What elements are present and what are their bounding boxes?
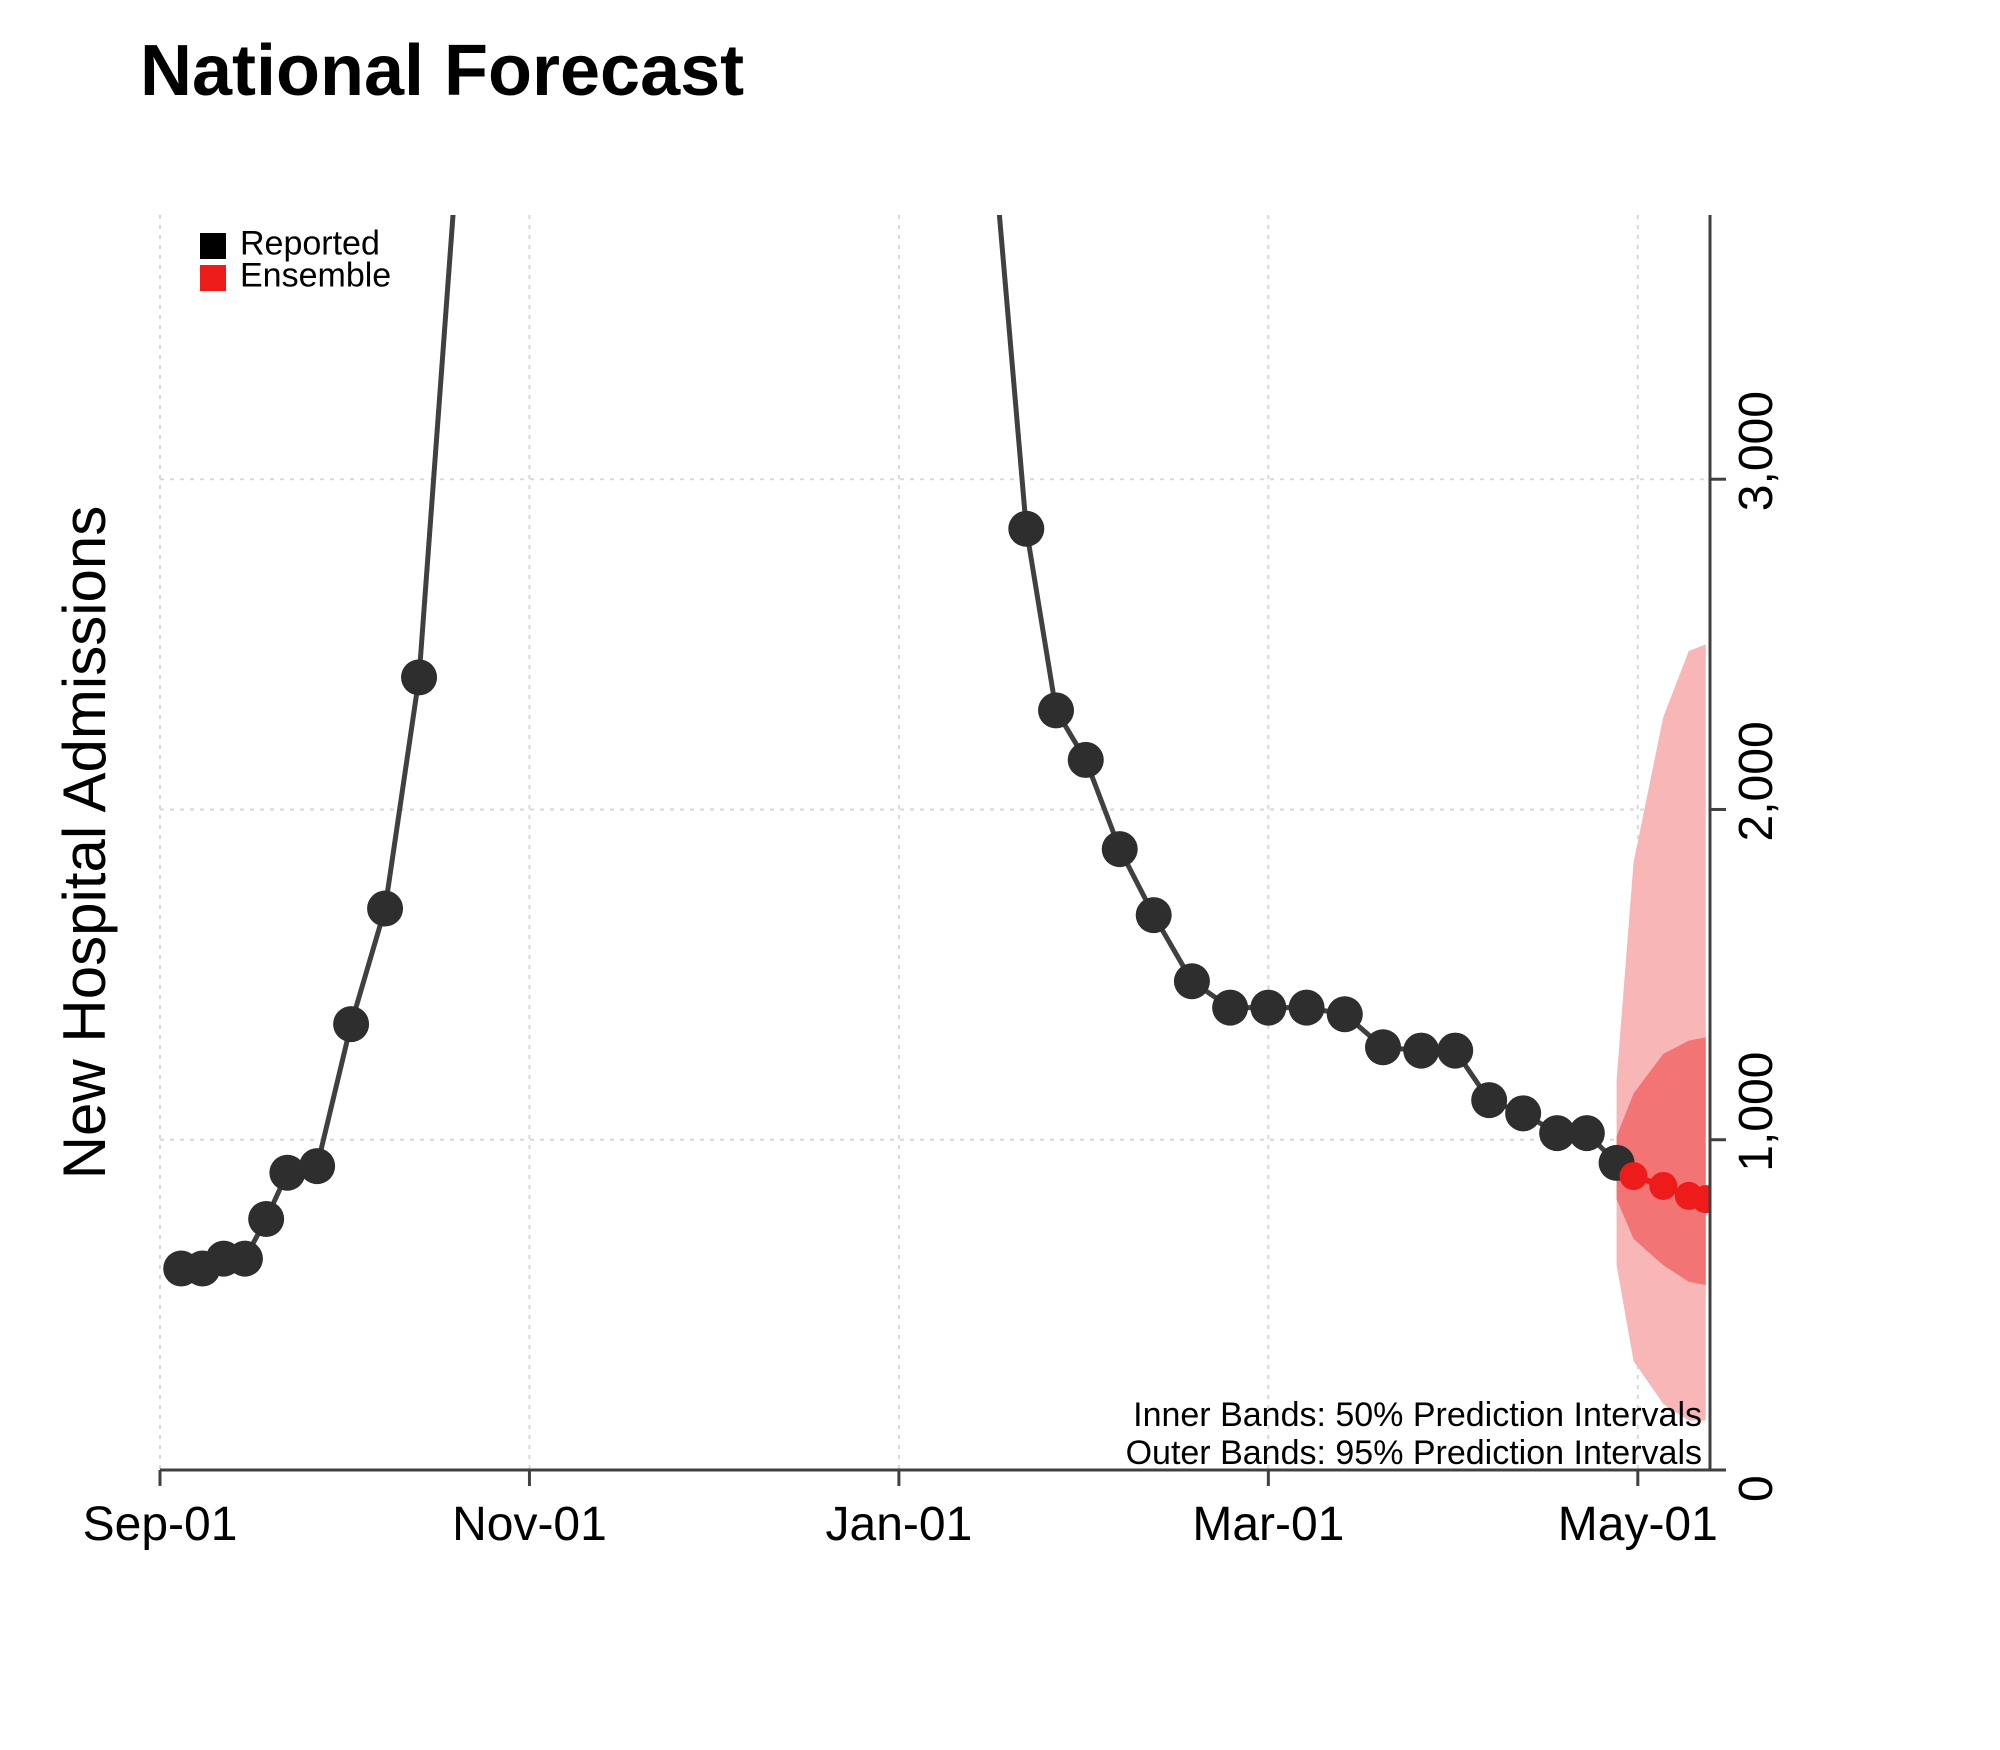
legend-label: Ensemble	[240, 256, 391, 294]
reported-marker	[227, 1241, 263, 1277]
reported-marker	[333, 1006, 369, 1042]
band-95	[1617, 644, 1706, 1420]
x-tick-label: Sep-01	[83, 1498, 238, 1551]
y-tick-label: 2,000	[1730, 721, 1783, 841]
reported-line-a	[181, 0, 508, 1269]
y-tick-label: 1,000	[1730, 1052, 1783, 1172]
y-tick-label: 0	[1730, 1475, 1783, 1502]
ensemble-marker	[1649, 1172, 1677, 1200]
reported-marker	[248, 1201, 284, 1237]
ensemble-marker	[1620, 1162, 1648, 1190]
legend-swatch	[200, 233, 226, 259]
reported-marker	[1212, 990, 1248, 1026]
legend-swatch	[200, 265, 226, 291]
reported-marker	[299, 1148, 335, 1184]
reported-marker	[1174, 963, 1210, 999]
reported-marker	[367, 891, 403, 927]
reported-marker	[1403, 1033, 1439, 1069]
reported-marker	[269, 1155, 305, 1191]
reported-marker	[1365, 1029, 1401, 1065]
band-legend-line: Outer Bands: 95% Prediction Intervals	[1126, 1434, 1702, 1472]
reported-marker	[1008, 511, 1044, 547]
x-tick-label: Jan-01	[826, 1498, 973, 1551]
reported-marker	[1289, 990, 1325, 1026]
x-tick-label: Mar-01	[1192, 1498, 1344, 1551]
ensemble-marker	[1692, 1185, 1720, 1213]
reported-marker	[1569, 1115, 1605, 1151]
chart-container: 01,0002,0003,000Sep-01Nov-01Jan-01Mar-01…	[160, 215, 1840, 1590]
reported-marker	[401, 659, 437, 695]
chart-title: National Forecast	[140, 30, 744, 112]
reported-marker	[1136, 897, 1172, 933]
y-tick-label: 3,000	[1730, 391, 1783, 511]
reported-marker	[1505, 1095, 1541, 1131]
reported-marker	[1471, 1082, 1507, 1118]
reported-marker	[1327, 996, 1363, 1032]
reported-marker	[979, 164, 1015, 200]
band-legend-line: Inner Bands: 50% Prediction Intervals	[1133, 1396, 1702, 1434]
reported-marker	[1038, 692, 1074, 728]
reported-marker	[1102, 831, 1138, 867]
reported-marker	[1250, 990, 1286, 1026]
x-tick-label: Nov-01	[452, 1498, 607, 1551]
x-tick-label: May-01	[1558, 1498, 1718, 1551]
reported-marker	[1437, 1033, 1473, 1069]
reported-marker	[1068, 742, 1104, 778]
forecast-chart: 01,0002,0003,000Sep-01Nov-01Jan-01Mar-01…	[160, 215, 1840, 1590]
legend: ReportedEnsemble	[200, 224, 391, 294]
reported-line-b	[937, 0, 1616, 1163]
y-axis-label: New Hospital Admissions	[51, 506, 118, 1180]
